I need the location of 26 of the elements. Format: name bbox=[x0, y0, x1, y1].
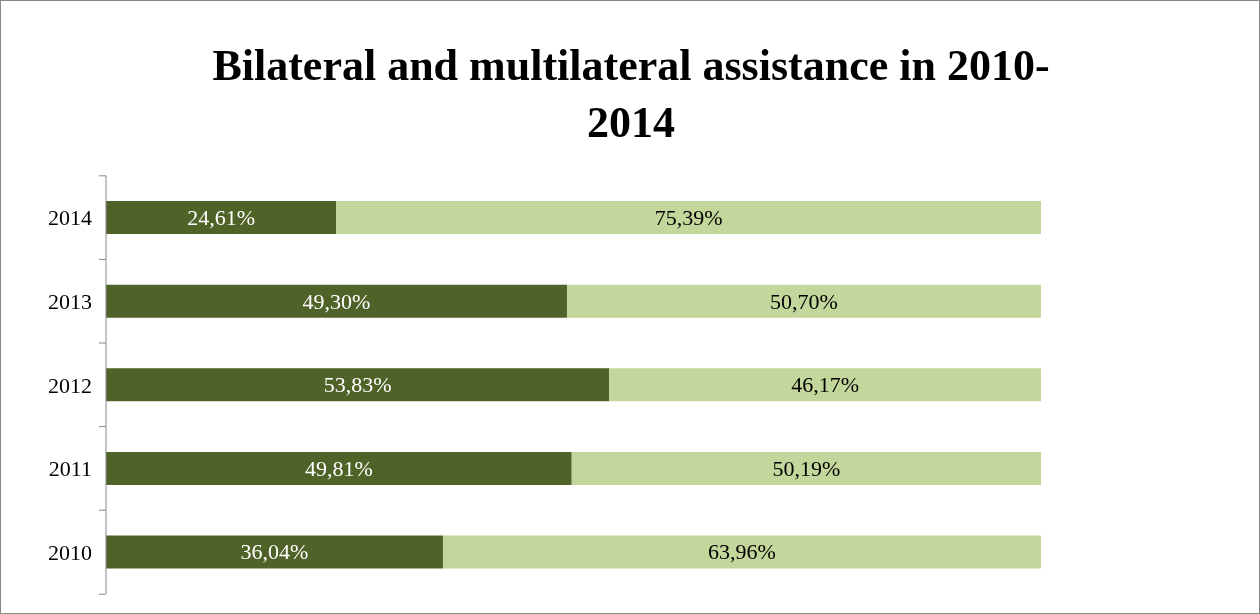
y-tick-label: 2010 bbox=[48, 539, 92, 565]
data-label: 24,61% bbox=[187, 205, 255, 231]
data-label: 36,04% bbox=[240, 539, 309, 565]
bar bbox=[571, 451, 1041, 485]
data-label: 46,17% bbox=[791, 372, 860, 398]
bar bbox=[442, 535, 1041, 569]
data-label: 53,83% bbox=[323, 372, 392, 398]
data-label: 75,39% bbox=[654, 205, 723, 231]
chart-title: Bilateral and multilateral assistance in 2010-2014 bbox=[212, 41, 1050, 147]
bar bbox=[609, 368, 1041, 402]
data-label: 50,70% bbox=[770, 288, 838, 314]
bar bbox=[566, 284, 1041, 318]
bar bbox=[106, 368, 610, 402]
bar bbox=[106, 201, 337, 235]
data-label: 49,30% bbox=[302, 288, 371, 314]
y-tick-label: 2012 bbox=[48, 372, 92, 398]
bar bbox=[336, 201, 1041, 235]
bar bbox=[106, 284, 567, 318]
y-tick-label: 2014 bbox=[48, 205, 92, 231]
bar bbox=[106, 451, 572, 485]
data-label: 63,96% bbox=[708, 539, 776, 565]
y-tick-label: 2011 bbox=[48, 456, 92, 482]
data-label: 49,81% bbox=[304, 455, 373, 481]
y-tick-label: 2013 bbox=[48, 288, 92, 314]
bar bbox=[106, 535, 443, 569]
data-label: 50,19% bbox=[772, 455, 841, 481]
